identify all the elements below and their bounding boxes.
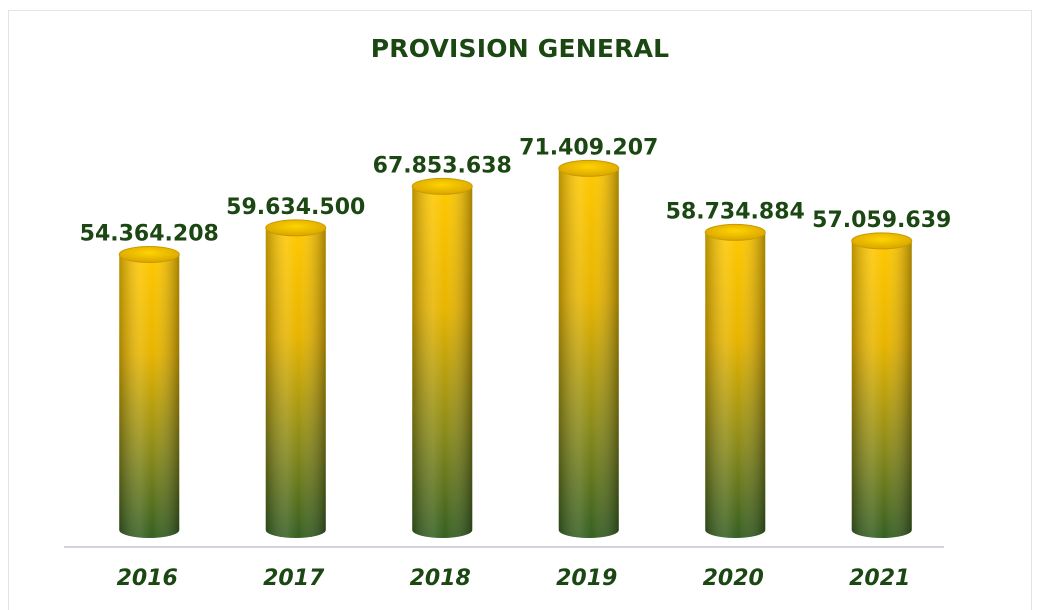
data-label-2018: 67.853.638: [373, 153, 512, 178]
bar-2018: [411, 177, 473, 539]
data-label-2020: 58.734.884: [666, 199, 805, 224]
bar-shading: [558, 168, 619, 539]
x-tick-label-2021: 2021: [849, 566, 910, 591]
bar-cap: [118, 245, 180, 263]
chart-frame: [8, 10, 1032, 610]
x-tick-label-2016: 2016: [117, 566, 178, 591]
bar-cap: [558, 159, 620, 177]
bar-2020: [704, 223, 766, 538]
bar-shading: [119, 254, 180, 538]
x-tick-label-2020: 2020: [703, 566, 764, 591]
bar-cap: [704, 223, 766, 241]
bar-2021: [851, 232, 913, 538]
data-label-2017: 59.634.500: [226, 195, 365, 220]
bar-2017: [265, 219, 327, 539]
x-tick-label-2019: 2019: [556, 566, 617, 591]
bar-shading: [851, 240, 912, 538]
chart-title: PROVISION GENERAL: [370, 34, 670, 63]
bar-2019: [558, 159, 620, 539]
x-tick-label-2018: 2018: [410, 566, 471, 591]
data-label-2016: 54.364.208: [80, 221, 219, 246]
bar-cap: [851, 232, 913, 250]
bar-cap: [265, 219, 327, 237]
x-tick-label-2017: 2017: [263, 566, 325, 591]
bar-cap: [411, 177, 473, 195]
bar-2016: [118, 245, 180, 538]
data-label-2019: 71.409.207: [519, 135, 658, 160]
bar-shading: [705, 232, 766, 538]
bar-shading: [265, 227, 326, 539]
data-label-2021: 57.059.639: [812, 208, 951, 233]
bar-shading: [412, 186, 473, 539]
